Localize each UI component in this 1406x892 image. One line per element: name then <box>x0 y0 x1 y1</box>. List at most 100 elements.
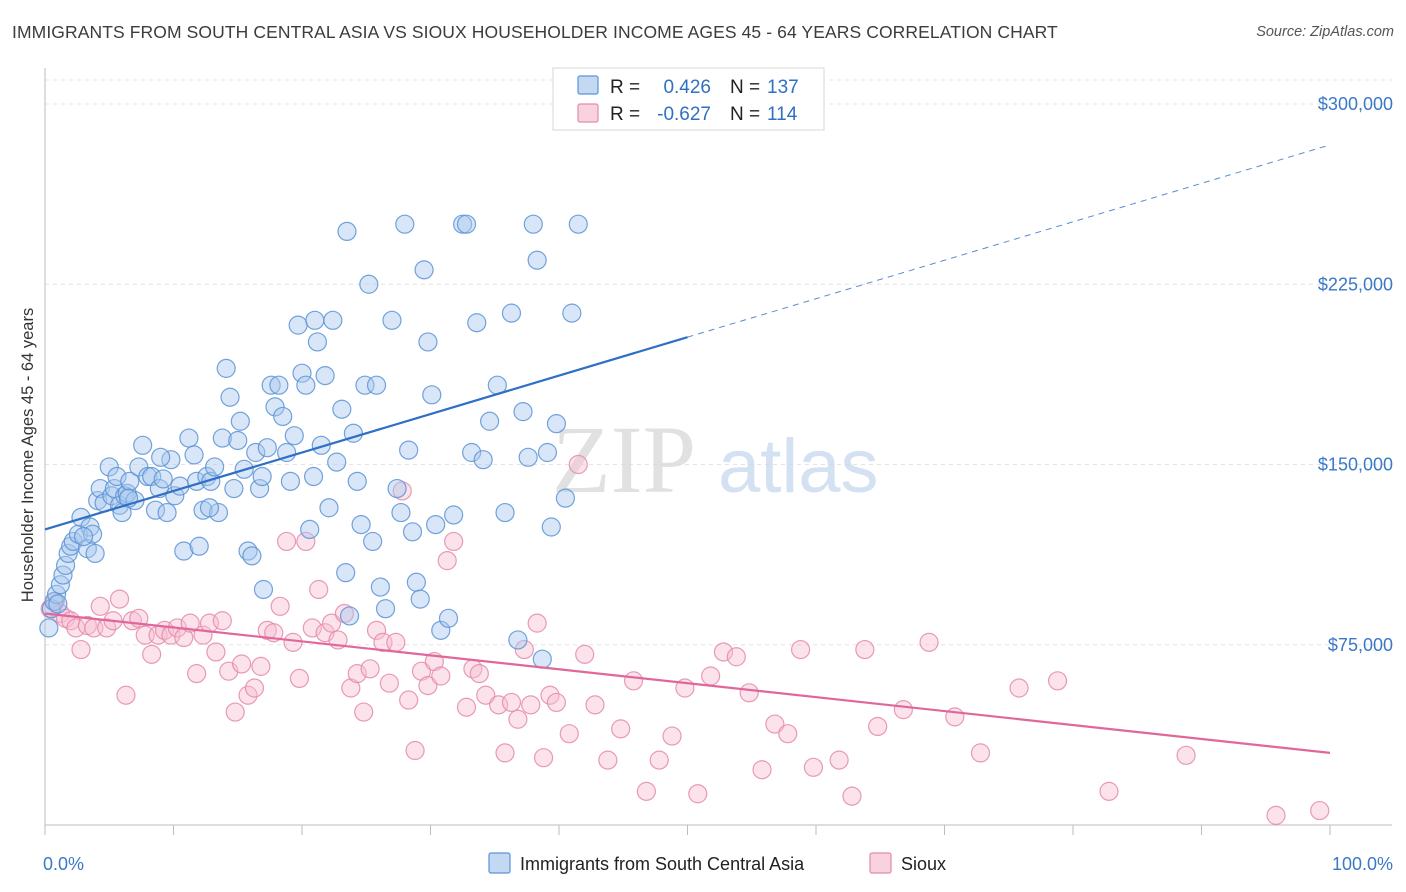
south-central-asia-point <box>46 584 67 604</box>
sioux-point <box>701 666 721 686</box>
south-central-asia-point <box>174 541 194 561</box>
stats-r-label-blue: R = <box>610 77 640 98</box>
south-central-asia-point <box>359 274 379 294</box>
sioux-point <box>598 750 618 770</box>
south-central-asia-point <box>513 402 533 422</box>
stats-r-label-pink: R = <box>610 104 640 125</box>
south-central-asia-point <box>80 517 100 537</box>
sioux-point <box>296 531 316 552</box>
south-central-asia-point <box>391 502 411 523</box>
south-central-asia-point <box>199 498 220 518</box>
axes <box>44 68 1392 835</box>
y-tick-label: $225,000 <box>1318 274 1393 294</box>
south-central-asia-point <box>55 555 76 576</box>
y-tick-label: $300,000 <box>1318 94 1393 114</box>
south-central-asia-point <box>253 579 274 600</box>
south-central-asia-point <box>444 505 464 525</box>
south-central-asia-point <box>414 260 434 280</box>
sioux-point <box>212 611 232 631</box>
south-central-asia-point <box>382 310 402 330</box>
stats-n-value-pink: 114 <box>767 104 798 125</box>
south-central-asia-point <box>242 546 262 566</box>
south-central-asia-point <box>480 411 500 431</box>
sioux-point <box>521 695 541 715</box>
source-credit: Source: ZipAtlas.com <box>1256 24 1394 40</box>
sioux-point <box>829 750 849 770</box>
south-central-asia-point <box>523 214 543 234</box>
south-central-asia-point <box>456 214 477 234</box>
stats-swatch-blue <box>577 75 599 95</box>
stats-swatch-pink <box>577 103 599 123</box>
sioux-point <box>399 690 419 710</box>
legend-label-south-central-asia: Immigrants from South Central Asia <box>520 854 805 874</box>
sioux-point <box>437 551 457 571</box>
south-central-asia-point <box>311 435 331 455</box>
south-central-asia-point <box>546 414 567 434</box>
south-central-asia-point <box>303 466 324 487</box>
south-central-asia-point <box>307 332 328 352</box>
south-central-asia-point <box>85 543 105 564</box>
sioux-point <box>476 685 496 705</box>
south-central-asia-point <box>518 447 538 467</box>
sioux-point <box>405 740 425 761</box>
sioux-point <box>970 743 991 763</box>
stats-r-value-pink: -0.627 <box>657 104 711 125</box>
y-tick-label: $150,000 <box>1318 455 1393 475</box>
sioux-point <box>649 750 669 770</box>
sioux-point <box>842 786 862 806</box>
sioux-point <box>251 656 271 676</box>
south-central-asia-point <box>216 358 236 378</box>
south-central-asia-point <box>151 447 171 467</box>
sioux-point <box>585 695 605 715</box>
south-central-asia-point <box>296 375 316 395</box>
south-central-asia-point <box>224 478 244 499</box>
sioux-point <box>302 618 322 638</box>
sioux-point <box>739 683 759 703</box>
south-central-asia-point <box>261 375 281 395</box>
sioux-point <box>360 659 380 679</box>
sioux-point <box>790 639 811 660</box>
watermark: ZIP atlas <box>552 406 879 513</box>
trend-line-south-central-asia <box>44 336 688 531</box>
sioux-point <box>142 644 162 664</box>
south-central-asia-point <box>363 531 383 552</box>
south-central-asia-point <box>249 478 270 499</box>
south-central-asia-point <box>410 589 430 609</box>
south-central-asia-point <box>508 630 528 650</box>
south-central-asia-point <box>246 442 266 463</box>
sioux-point <box>527 613 547 633</box>
south-central-asia-points <box>39 214 588 669</box>
sioux-point <box>283 632 303 652</box>
south-central-asia-point <box>179 428 199 448</box>
sioux-point <box>752 760 772 780</box>
sioux-point <box>533 748 554 768</box>
sioux-point <box>244 678 265 698</box>
sioux-point <box>347 663 367 684</box>
sioux-point <box>444 531 464 552</box>
sioux-point <box>334 603 355 624</box>
south-central-asia-point <box>462 442 482 463</box>
sioux-point <box>1266 805 1286 825</box>
south-central-asia-point <box>153 469 173 489</box>
legend-swatch-sioux <box>869 852 892 874</box>
sioux-point <box>611 719 631 739</box>
south-central-asia-point <box>370 577 390 597</box>
y-tick-labels: $75,000 $150,000 $225,000 $300,000 <box>1318 94 1393 655</box>
south-central-asia-point <box>230 411 250 431</box>
sioux-point <box>575 644 595 664</box>
south-central-asia-point <box>402 522 423 542</box>
sioux-point <box>90 596 110 616</box>
sioux-point <box>1009 678 1029 698</box>
south-central-asia-point <box>68 524 89 544</box>
south-central-asia-point <box>208 502 229 523</box>
south-central-asia-point <box>269 375 289 395</box>
sioux-point <box>868 716 888 737</box>
south-central-asia-point <box>562 303 582 323</box>
x-tick-label-max: 100.0% <box>1332 854 1393 874</box>
sioux-point <box>1047 671 1068 691</box>
sioux-point <box>765 714 785 734</box>
sioux-point <box>1176 745 1196 765</box>
south-central-asia-point <box>366 375 387 395</box>
south-central-asia-point <box>73 527 94 547</box>
